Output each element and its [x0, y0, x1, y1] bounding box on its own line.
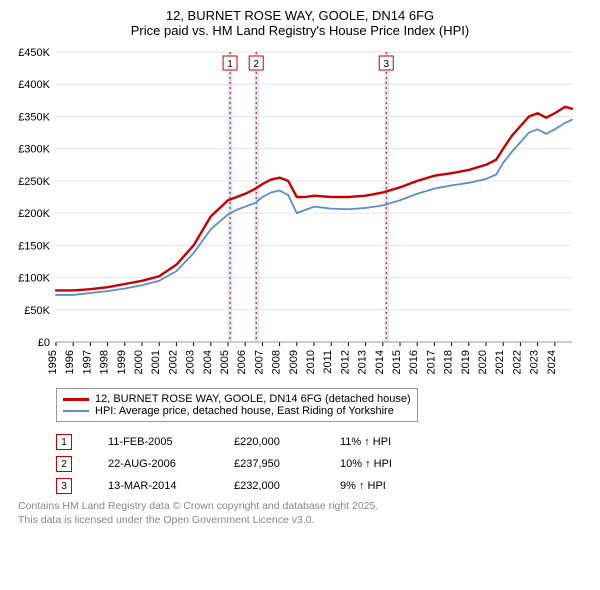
attribution-line: Contains HM Land Registry data © Crown c…	[18, 500, 592, 514]
svg-text:3: 3	[383, 59, 389, 70]
svg-text:£450K: £450K	[18, 47, 50, 59]
svg-text:2018: 2018	[443, 350, 455, 374]
title-line1: 12, BURNET ROSE WAY, GOOLE, DN14 6FG	[8, 8, 592, 23]
attribution: Contains HM Land Registry data © Crown c…	[18, 500, 592, 527]
svg-text:2002: 2002	[167, 350, 179, 374]
legend: 12, BURNET ROSE WAY, GOOLE, DN14 6FG (de…	[56, 388, 418, 422]
legend-swatch	[63, 398, 89, 401]
event-price: £220,000	[234, 436, 304, 448]
svg-text:1999: 1999	[116, 350, 128, 374]
svg-text:£350K: £350K	[18, 111, 50, 123]
svg-text:2006: 2006	[236, 350, 248, 374]
legend-label: HPI: Average price, detached house, East…	[95, 405, 394, 417]
svg-text:2015: 2015	[391, 350, 403, 374]
event-marker: 2	[56, 456, 72, 472]
svg-text:1997: 1997	[81, 350, 93, 374]
svg-text:2023: 2023	[529, 350, 541, 374]
svg-text:2003: 2003	[185, 350, 197, 374]
svg-text:£100K: £100K	[18, 273, 50, 285]
svg-text:£0: £0	[38, 337, 50, 349]
legend-label: 12, BURNET ROSE WAY, GOOLE, DN14 6FG (de…	[95, 393, 411, 405]
svg-text:2000: 2000	[133, 350, 145, 374]
svg-text:2014: 2014	[374, 350, 386, 374]
svg-text:1: 1	[227, 59, 233, 70]
event-price: £237,950	[234, 458, 304, 470]
event-date: 13-MAR-2014	[108, 480, 198, 492]
svg-text:£150K: £150K	[18, 240, 50, 252]
legend-item: 12, BURNET ROSE WAY, GOOLE, DN14 6FG (de…	[63, 393, 411, 405]
event-date: 11-FEB-2005	[108, 436, 198, 448]
title-line2: Price paid vs. HM Land Registry's House …	[8, 23, 592, 38]
event-row: 2 22-AUG-2006 £237,950 10% ↑ HPI	[56, 456, 592, 472]
svg-text:2012: 2012	[339, 350, 351, 374]
svg-text:2011: 2011	[322, 350, 334, 374]
legend-item: HPI: Average price, detached house, East…	[63, 405, 411, 417]
svg-text:2010: 2010	[305, 350, 317, 374]
event-price: £232,000	[234, 480, 304, 492]
svg-text:£50K: £50K	[24, 305, 50, 317]
event-number: 1	[61, 437, 67, 448]
svg-text:2009: 2009	[288, 350, 300, 374]
event-row: 1 11-FEB-2005 £220,000 11% ↑ HPI	[56, 434, 592, 450]
svg-text:2005: 2005	[219, 350, 231, 374]
svg-text:2: 2	[253, 59, 259, 70]
svg-text:2021: 2021	[494, 350, 506, 374]
svg-text:2004: 2004	[202, 350, 214, 374]
svg-text:£300K: £300K	[18, 144, 50, 156]
event-hpi: 9% ↑ HPI	[340, 480, 386, 492]
svg-text:2024: 2024	[546, 350, 558, 374]
svg-text:2007: 2007	[253, 350, 265, 374]
svg-text:1995: 1995	[47, 350, 59, 374]
svg-text:1996: 1996	[64, 350, 76, 374]
event-hpi: 11% ↑ HPI	[340, 436, 391, 448]
svg-text:2019: 2019	[460, 350, 472, 374]
svg-text:£200K: £200K	[18, 208, 50, 220]
event-marker: 3	[56, 478, 72, 494]
svg-text:1998: 1998	[99, 350, 111, 374]
svg-text:2016: 2016	[408, 350, 420, 374]
legend-swatch	[63, 410, 89, 412]
event-number: 2	[61, 459, 67, 470]
event-marker: 1	[56, 434, 72, 450]
svg-text:£250K: £250K	[18, 176, 50, 188]
event-number: 3	[61, 481, 67, 492]
svg-text:2013: 2013	[357, 350, 369, 374]
event-hpi: 10% ↑ HPI	[340, 458, 392, 470]
svg-text:2001: 2001	[150, 350, 162, 374]
svg-text:2017: 2017	[425, 350, 437, 374]
line-chart: £0 £50K £100K £150K £200K £250K £300K £350K £400…	[8, 42, 578, 382]
svg-text:2008: 2008	[271, 350, 283, 374]
attribution-line: This data is licensed under the Open Gov…	[18, 514, 592, 528]
svg-text:2020: 2020	[477, 350, 489, 374]
events-table: 1 11-FEB-2005 £220,000 11% ↑ HPI 2 22-AU…	[56, 434, 592, 494]
chart-title: 12, BURNET ROSE WAY, GOOLE, DN14 6FG Pri…	[8, 8, 592, 38]
event-date: 22-AUG-2006	[108, 458, 198, 470]
svg-text:£400K: £400K	[18, 79, 50, 91]
svg-text:2022: 2022	[511, 350, 523, 374]
event-row: 3 13-MAR-2014 £232,000 9% ↑ HPI	[56, 478, 592, 494]
